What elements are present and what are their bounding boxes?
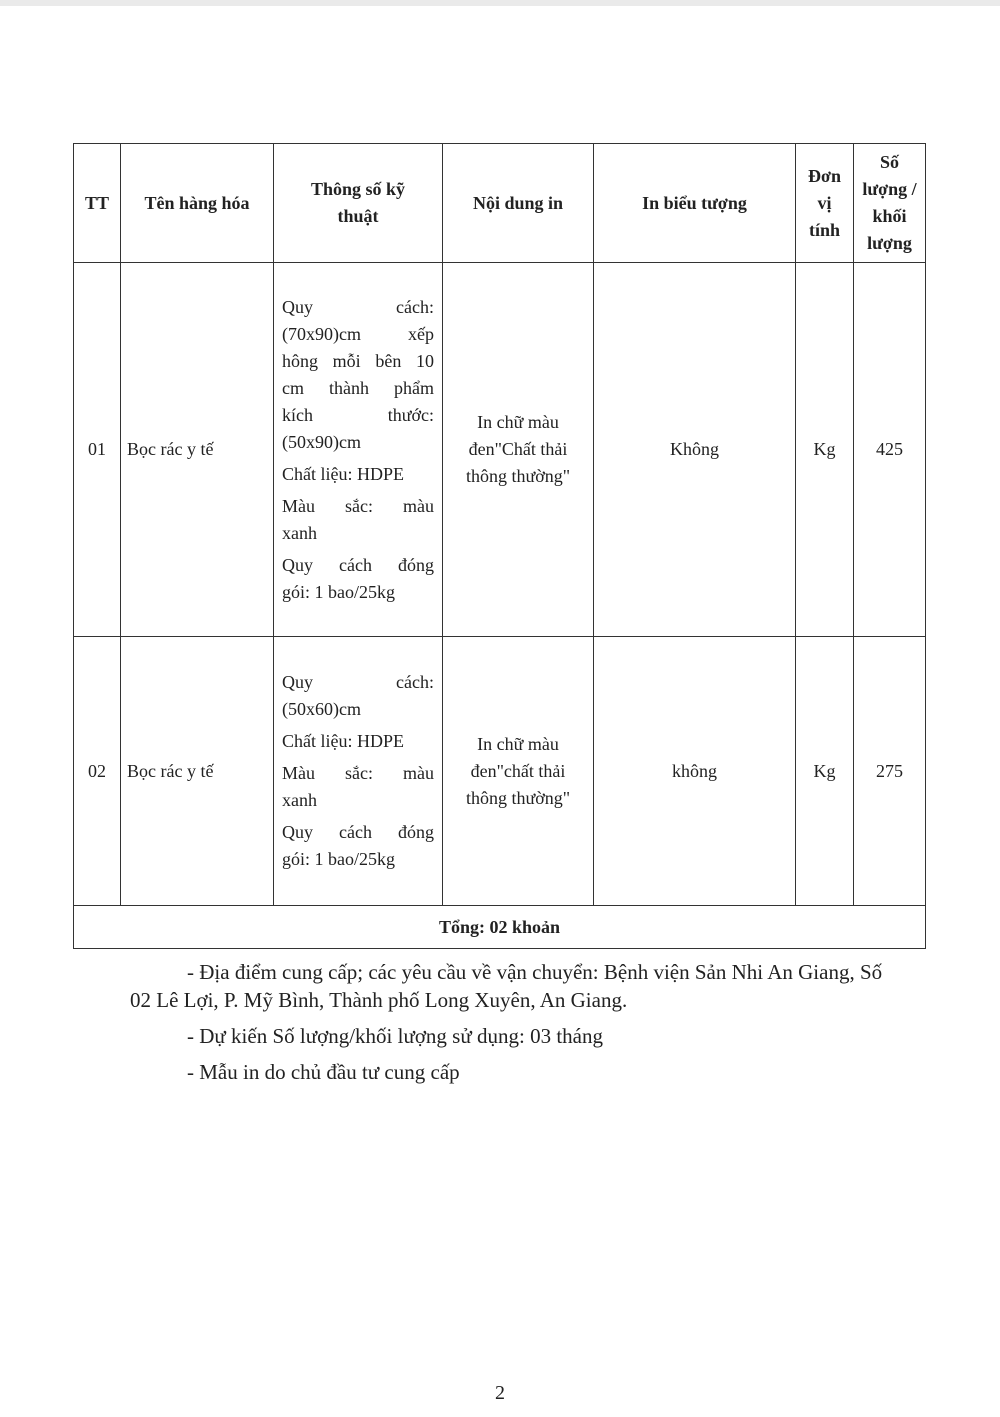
table-row: 01 Bọc rác y tế Quy cách: (70x90)cm xếp hô…: [73, 262, 926, 637]
total-label: Tổng: 02 khoản: [73, 905, 926, 949]
cell-logo: không: [593, 636, 796, 906]
spec-line: Quy cách đóng: [282, 822, 434, 842]
header-tt: TT: [73, 143, 121, 263]
spec-paragraph: Quy cách: (70x90)cm xếp hông mỗi bên 10 cm …: [282, 294, 434, 456]
spec-line: xanh: [282, 522, 317, 543]
cell-logo: Không: [593, 262, 796, 637]
total-row: Tổng: 02 khoản: [73, 905, 926, 949]
notes: - Địa điểm cung cấp; các yêu cầu về vận …: [130, 958, 890, 1094]
spec-line: xanh: [282, 790, 317, 810]
header-print-content: Nội dung in: [442, 143, 594, 263]
spec-line: cm thành phẩm: [282, 377, 434, 398]
goods-table: TT Tên hàng hóa Thông số kỹ thuật Nội du…: [73, 143, 926, 949]
spec-line: Chất liệu: HDPE: [282, 463, 404, 484]
spec-line: kích thước:: [282, 404, 434, 425]
header-unit: Đơn vị tính: [795, 143, 854, 263]
cell-print-content: In chữ màu đen"Chất thải thông thường": [442, 262, 594, 637]
spec-line: Màu sắc: màu: [282, 495, 434, 516]
note-delivery-location: - Địa điểm cung cấp; các yêu cầu về vận …: [130, 960, 883, 1012]
spec-paragraph: Chất liệu: HDPE: [282, 728, 434, 755]
cell-spec: Quy cách: (50x60)cm Chất liệu: HDPE Màu sắc…: [273, 636, 443, 906]
spec-line: Màu sắc: màu: [282, 763, 434, 783]
header-logo: In biểu tượng: [593, 143, 796, 263]
cell-name: Bọc rác y tế: [120, 262, 274, 637]
table-row: 02 Bọc rác y tế Quy cách: (50x60)cm Chất l…: [73, 636, 926, 906]
spec-paragraph: Màu sắc: màu xanh: [282, 760, 434, 814]
header-quantity: Số lượng / khối lượng: [853, 143, 926, 263]
cell-name: Bọc rác y tế: [120, 636, 274, 906]
cell-print-content: In chữ màu đen"chất thải thông thường": [442, 636, 594, 906]
header-row: TT Tên hàng hóa Thông số kỹ thuật Nội du…: [73, 143, 926, 263]
scan-edge: [0, 0, 1000, 6]
spec-paragraph: Quy cách: (50x60)cm: [282, 669, 434, 723]
header-name: Tên hàng hóa: [120, 143, 274, 263]
spec-line: (70x90)cm xếp: [282, 323, 434, 344]
cell-tt: 02: [73, 636, 121, 906]
cell-unit: Kg: [795, 262, 854, 637]
spec-paragraph: Màu sắc: màu xanh: [282, 493, 434, 547]
cell-spec: Quy cách: (70x90)cm xếp hông mỗi bên 10 cm …: [273, 262, 443, 637]
spec-line: Quy cách đóng: [282, 554, 434, 575]
spec-line: Quy cách:: [282, 672, 434, 692]
cell-tt: 01: [73, 262, 121, 637]
spec-line: (50x60)cm: [282, 699, 361, 719]
spec-paragraph: Quy cách đóng gói: 1 bao/25kg: [282, 819, 434, 873]
cell-quantity: 425: [853, 262, 926, 637]
spec-paragraph: Chất liệu: HDPE: [282, 461, 434, 488]
cell-quantity: 275: [853, 636, 926, 906]
cell-unit: Kg: [795, 636, 854, 906]
spec-paragraph: Quy cách đóng gói: 1 bao/25kg: [282, 552, 434, 606]
spec-line: hông mỗi bên 10: [282, 350, 434, 371]
page-number: 2: [495, 1382, 505, 1404]
header-spec: Thông số kỹ thuật: [273, 143, 443, 263]
spec-line: Quy cách:: [282, 296, 434, 317]
note-usage-duration: - Dự kiến Số lượng/khối lượng sử dụng: 0…: [187, 1024, 603, 1048]
spec-line: (50x90)cm: [282, 431, 361, 452]
spec-line: gói: 1 bao/25kg: [282, 849, 395, 869]
spec-line: gói: 1 bao/25kg: [282, 581, 395, 602]
note-print-sample: - Mẫu in do chủ đầu tư cung cấp: [187, 1060, 460, 1084]
spec-line: Chất liệu: HDPE: [282, 731, 404, 751]
